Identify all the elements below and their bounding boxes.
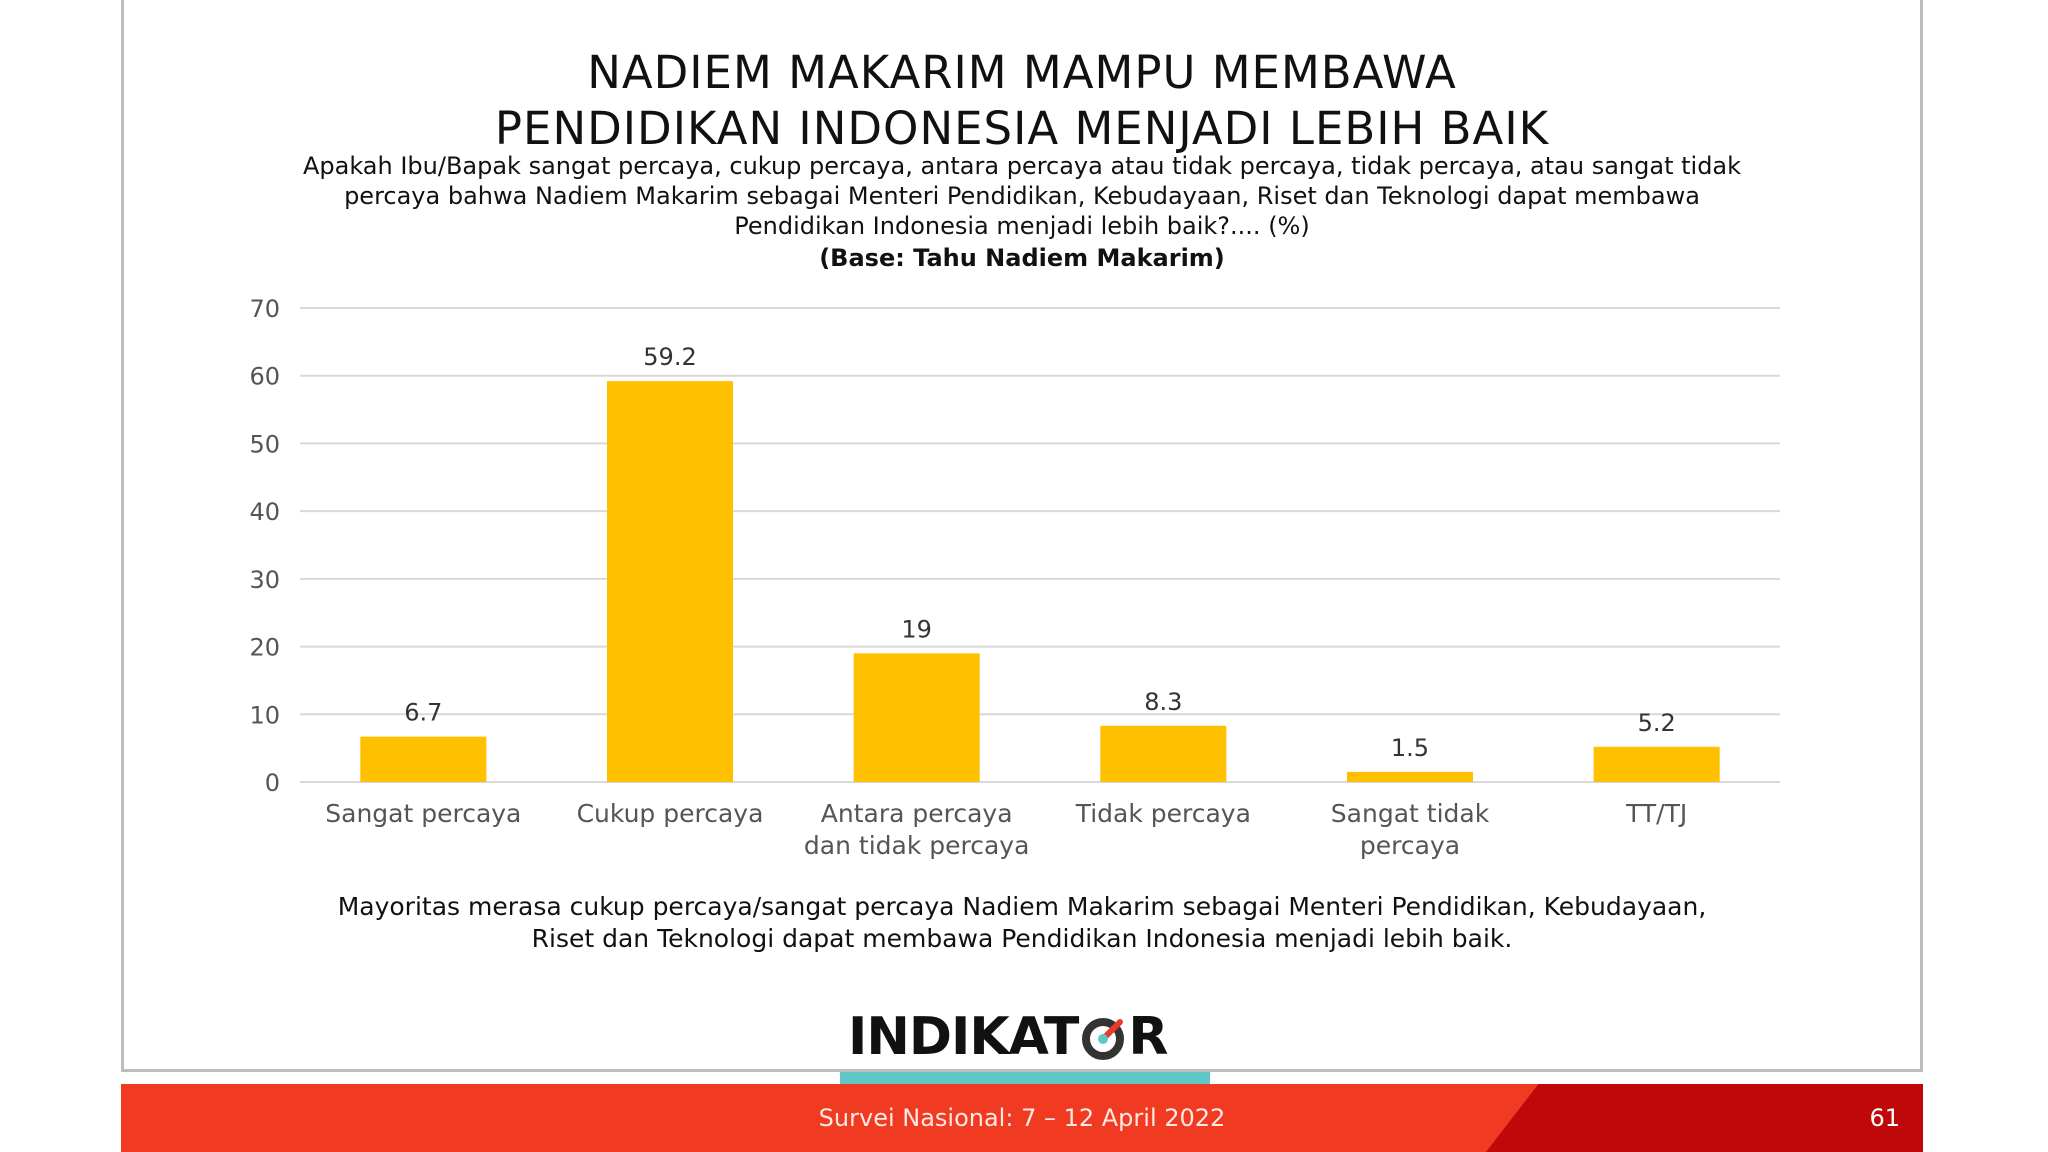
base-note: (Base: Tahu Nadiem Makarim): [819, 244, 1225, 272]
question-line-3: Pendidikan Indonesia menjadi lebih baik?…: [734, 212, 1310, 240]
y-tick-label: 50: [249, 430, 280, 458]
y-tick-label: 20: [249, 634, 280, 662]
summary-line-2: Riset dan Teknologi dapat membawa Pendid…: [531, 924, 1513, 953]
y-tick-label: 0: [265, 769, 280, 797]
x-category-label: Cukup percaya: [577, 799, 764, 828]
question-line-1: Apakah Ibu/Bapak sangat percaya, cukup p…: [302, 152, 1742, 180]
indikator-logo: INDIKAT R: [848, 1007, 1200, 1067]
bar: [607, 381, 733, 782]
bar: [853, 653, 980, 782]
bars: [360, 381, 1720, 782]
x-category-label: Sangat tidak: [1331, 799, 1490, 828]
data-label: 6.7: [404, 699, 442, 727]
slide-frame: [121, 0, 1923, 1072]
data-label: 19: [901, 615, 932, 643]
bar: [360, 736, 487, 782]
y-tick-label: 10: [249, 701, 280, 729]
x-category-label: percaya: [1360, 831, 1460, 860]
footer-survey-text: Survei Nasional: 7 – 12 April 2022: [818, 1104, 1226, 1132]
data-label: 5.2: [1638, 709, 1676, 737]
page-number: 61: [1869, 1104, 1900, 1132]
y-tick-label: 70: [249, 295, 280, 323]
data-label: 59.2: [643, 343, 696, 371]
footer-dark-accent: [1486, 1084, 1923, 1152]
x-category-label: Tidak percaya: [1075, 799, 1251, 828]
bar: [1593, 746, 1720, 782]
bar: [1347, 771, 1473, 782]
logo-text-start: INDIKAT: [848, 1007, 1079, 1067]
x-category-label: Antara percaya: [821, 799, 1013, 828]
bar: [1100, 725, 1227, 782]
x-axis-labels: Sangat percaya Cukup percaya Antara percay…: [325, 799, 1687, 860]
y-axis-ticks: 0 10 20 30 40 50 60 70: [249, 295, 280, 797]
data-label: 1.5: [1391, 734, 1429, 762]
logo-text-end: R: [1128, 1007, 1168, 1067]
logo-target-icon: [1078, 1008, 1128, 1066]
summary-line-1: Mayoritas merasa cukup percaya/sangat pe…: [337, 892, 1707, 921]
y-tick-label: 40: [249, 498, 280, 526]
x-category-label: dan tidak percaya: [804, 831, 1030, 860]
gridlines: [300, 307, 1780, 783]
title-line-2: PENDIDIKAN INDONESIA MENJADI LEBIH BAIK: [494, 102, 1550, 155]
question-line-2: percaya bahwa Nadiem Makarim sebagai Men…: [344, 182, 1700, 210]
data-labels: 6.7 59.2 19 8.3 1.5 5.2: [404, 343, 1676, 762]
y-tick-label: 30: [249, 566, 280, 594]
x-category-label: TT/TJ: [1625, 799, 1687, 828]
data-label: 8.3: [1144, 688, 1182, 716]
y-tick-label: 60: [249, 363, 280, 391]
title-line-1: NADIEM MAKARIM MAMPU MEMBAWA: [587, 46, 1457, 99]
x-category-label: Sangat percaya: [325, 799, 521, 828]
